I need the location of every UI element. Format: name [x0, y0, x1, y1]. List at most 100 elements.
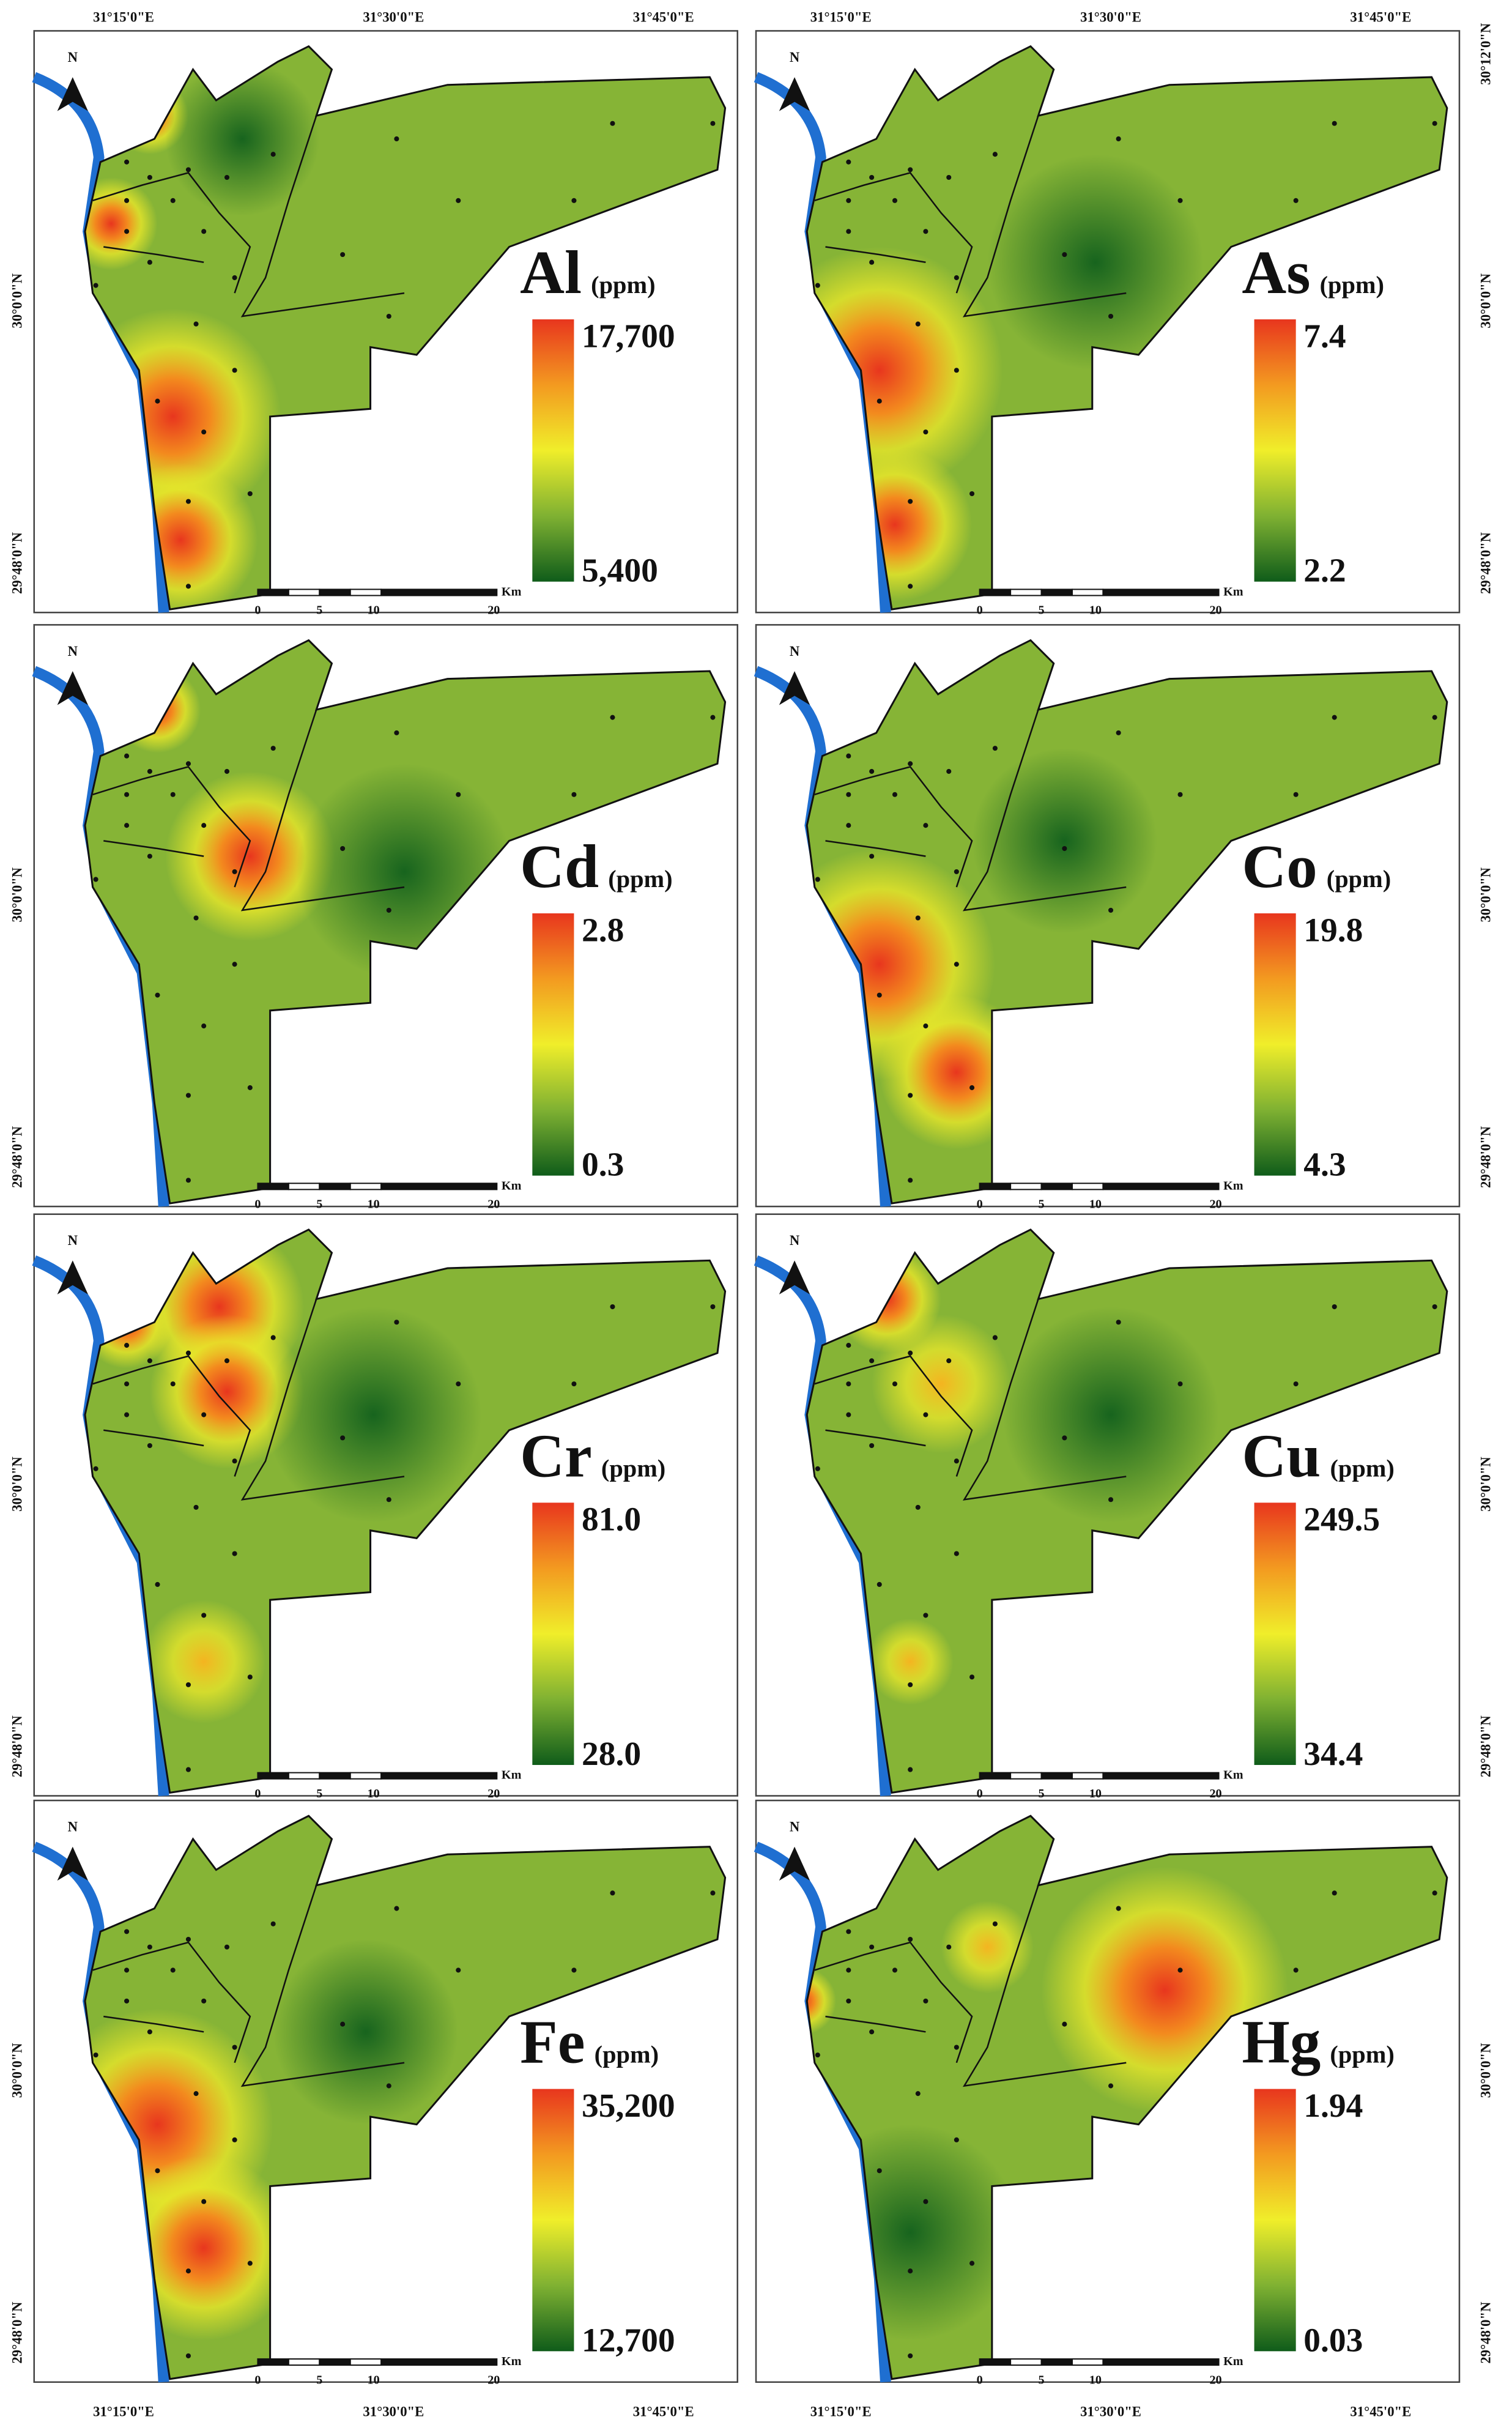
sample-point [869, 174, 875, 180]
sample-point [908, 1093, 913, 1098]
scale-tick: 0 [254, 604, 261, 617]
sample-point [1108, 2083, 1114, 2089]
sample-point [124, 1998, 130, 2004]
sample-point [1432, 1890, 1437, 1896]
sample-point [147, 1443, 152, 1449]
sample-point [155, 398, 160, 404]
sample-point [915, 2091, 921, 2097]
sample-point [946, 174, 952, 180]
sample-point [224, 174, 230, 180]
sample-point [394, 136, 399, 142]
scale-segment [257, 2358, 289, 2366]
sample-point [1332, 121, 1337, 126]
unit-label: (ppm) [601, 1454, 665, 1482]
sample-point [1177, 1967, 1183, 1973]
hotspot [987, 154, 1204, 371]
sample-point [969, 491, 975, 497]
sample-point [185, 2353, 191, 2358]
scale-segment [1040, 2358, 1073, 2366]
district-lines [814, 709, 1127, 912]
scale-segment [287, 589, 321, 596]
scale-tick: 10 [1089, 1787, 1102, 1800]
sample-point [340, 2021, 346, 2027]
sample-point [946, 1944, 952, 1950]
sample-point [923, 1412, 928, 1417]
sample-point [193, 2091, 199, 2097]
sample-point [946, 768, 952, 774]
latitude-label: 30°0'0"N [10, 867, 25, 922]
sample-point [846, 1381, 851, 1387]
longitude-label: 31°15'0"E [93, 9, 154, 24]
sample-point [1432, 121, 1437, 126]
sample-point [201, 1613, 207, 1618]
sample-point [147, 1358, 152, 1364]
north-arrow [57, 77, 89, 111]
sample-point [147, 174, 152, 180]
scale-segment [1071, 2358, 1104, 2366]
scale-segment [1102, 2358, 1220, 2366]
latitude-label: 30°0'0"N [1478, 273, 1493, 328]
scale-tick: 10 [367, 1787, 379, 1800]
unit-label: (ppm) [1330, 1454, 1394, 1482]
sample-point [386, 907, 391, 913]
sample-point [185, 499, 191, 504]
sample-point [846, 1343, 851, 1348]
scale-segment [1010, 1772, 1042, 1780]
sample-point [1062, 252, 1067, 258]
sample-point [456, 1967, 461, 1973]
sample-point [908, 584, 913, 589]
sample-point [908, 1350, 913, 1356]
sample-point [394, 1906, 399, 1911]
sample-point [1177, 198, 1183, 203]
element-symbol: Hg [1242, 2008, 1321, 2076]
hotspot [807, 1967, 837, 2035]
sample-point [992, 746, 998, 751]
scale-segment [349, 1183, 382, 1190]
scale-tick: 0 [254, 1198, 261, 1211]
element-symbol: Al [520, 238, 582, 306]
unit-label: (ppm) [1330, 2041, 1394, 2068]
legend-max: 249.5 [1303, 1501, 1380, 1539]
scale-tick: 5 [316, 1198, 322, 1211]
sample-point [846, 229, 851, 234]
scale-tick: 20 [1209, 1198, 1221, 1211]
latitude-label: 30°0'0"N [1478, 2043, 1493, 2098]
sample-point [247, 1674, 253, 1680]
legend-min: 0.03 [1303, 2322, 1363, 2359]
north-arrow [779, 1260, 810, 1295]
scale-tick: 20 [1209, 604, 1221, 617]
latitude-label: 30°0'0"N [10, 2043, 25, 2098]
scale-tick: 10 [1089, 1198, 1102, 1211]
scale-segment [1040, 1772, 1073, 1780]
sample-point [124, 792, 130, 797]
sample-point [915, 915, 921, 921]
scale-segment [1102, 589, 1220, 596]
sample-point [610, 1890, 615, 1896]
legend-max: 7.4 [1303, 318, 1346, 355]
element-symbol: Cu [1242, 1421, 1321, 1490]
scale-segment [380, 1772, 498, 1780]
sample-point [1177, 1381, 1183, 1387]
scale-unit: Km [1223, 585, 1243, 598]
sample-point [456, 1381, 461, 1387]
scale-segment [319, 589, 351, 596]
latitude-label: 30°0'0"N [1478, 1457, 1493, 1512]
sample-point [846, 1929, 851, 1934]
sample-point [892, 1381, 898, 1387]
element-label: Co (ppm) [1242, 832, 1391, 901]
sample-point [1332, 1304, 1337, 1310]
longitude-label: 31°30'0"E [363, 9, 424, 24]
scale-tick: 0 [977, 604, 983, 617]
sample-point [1108, 1497, 1114, 1503]
scale-tick: 0 [977, 1198, 983, 1211]
north-arrow [57, 1260, 89, 1295]
sample-point [846, 792, 851, 797]
scale-tick: 10 [367, 1198, 379, 1211]
element-label: As (ppm) [1242, 238, 1384, 306]
sample-point [124, 1412, 130, 1417]
sample-point [1293, 198, 1299, 203]
district-lines [814, 1299, 1127, 1501]
